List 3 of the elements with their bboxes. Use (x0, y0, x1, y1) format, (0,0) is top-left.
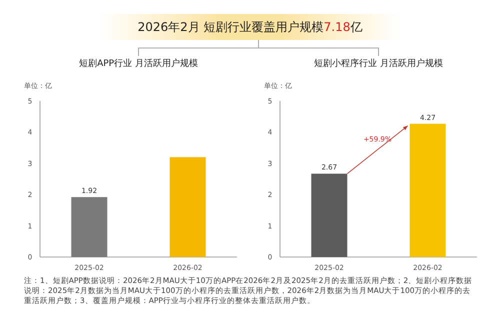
chart-title: 短剧APP行业 月活跃用户规模 (79, 58, 198, 69)
text: 2026年2月 短剧行业覆盖用户规模7.18亿 (100, 14, 400, 40)
chart-title: 短剧小程序行业 月活跃用户规模 (314, 58, 443, 69)
